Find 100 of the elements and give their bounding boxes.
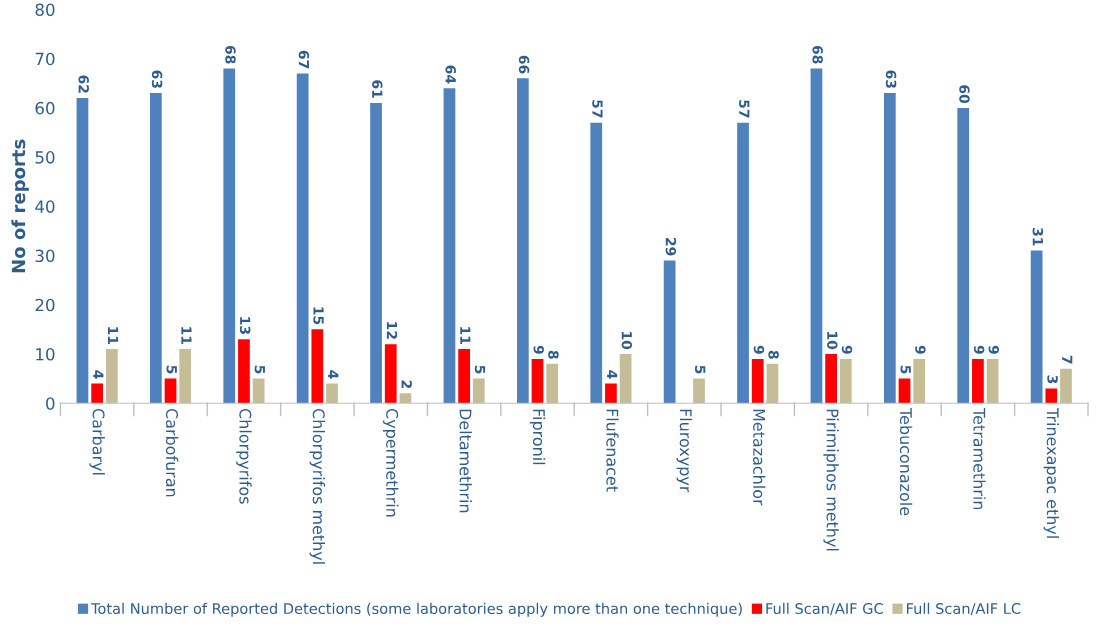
data-label: 4 xyxy=(328,370,339,379)
y-tick-label: 60 xyxy=(35,101,55,115)
data-label: 9 xyxy=(988,345,1000,354)
x-tick-label: Tetramethrin xyxy=(973,408,986,510)
bar xyxy=(370,102,382,404)
data-label: 2 xyxy=(401,380,412,388)
bar xyxy=(1045,388,1058,404)
y-tick-label: 70 xyxy=(35,52,55,66)
bar xyxy=(531,358,544,404)
y-tick-label: 50 xyxy=(35,151,55,164)
data-label: 4 xyxy=(93,370,104,379)
y-tick-label: 10 xyxy=(36,347,55,361)
data-label: 60 xyxy=(959,85,970,104)
data-label: 7 xyxy=(1062,355,1073,364)
bar xyxy=(516,78,529,404)
data-label: 5 xyxy=(900,365,911,374)
y-tick-label: 40 xyxy=(35,200,55,213)
bar xyxy=(751,358,764,404)
bar xyxy=(1030,250,1043,404)
data-label: 67 xyxy=(298,50,310,69)
data-label: 8 xyxy=(768,350,779,359)
data-label: 9 xyxy=(841,345,853,354)
x-tick-label: Tebuconazole xyxy=(899,408,913,516)
x-tick-label: Carbofuran xyxy=(165,408,179,497)
y-tick-label: 0 xyxy=(46,397,55,410)
data-label: 9 xyxy=(753,345,765,354)
bar xyxy=(590,122,603,404)
data-label: 8 xyxy=(548,350,559,359)
data-label: 66 xyxy=(518,55,530,74)
bar xyxy=(326,383,338,404)
bar xyxy=(986,358,999,404)
data-label: 61 xyxy=(372,80,383,98)
bar xyxy=(619,353,632,404)
data-label: 11 xyxy=(107,327,119,344)
data-label: 63 xyxy=(885,70,897,88)
x-tick-label: Fluroxypyr xyxy=(676,409,693,493)
bar xyxy=(238,339,250,404)
data-label: 10 xyxy=(827,332,838,350)
bar xyxy=(458,349,470,404)
data-label: 13 xyxy=(239,317,251,334)
data-label: 9 xyxy=(973,345,985,354)
data-label: 31 xyxy=(1032,228,1044,246)
y-tick-label: 80 xyxy=(35,3,55,17)
data-label: 12 xyxy=(386,322,398,339)
data-label: 5 xyxy=(166,365,177,374)
bar xyxy=(252,378,265,404)
y-tick-label: 20 xyxy=(35,298,55,312)
bar xyxy=(384,344,397,404)
data-label: 5 xyxy=(474,365,486,374)
bar xyxy=(223,68,236,404)
data-label: 64 xyxy=(445,65,456,84)
x-tick-label: Trinexapac ethyl xyxy=(1043,408,1060,538)
bar xyxy=(472,378,485,404)
bar xyxy=(1060,368,1072,404)
x-tick-label: Pirimiphos methyl xyxy=(823,409,839,551)
bar xyxy=(296,73,309,404)
bar xyxy=(839,358,852,404)
legend-label: Total Number of Reported Detections (some laboratories apply more than one technique) xyxy=(91,602,742,617)
bar xyxy=(766,363,779,404)
y-tick-label: 30 xyxy=(35,249,55,263)
data-label: 62 xyxy=(78,75,89,93)
bar xyxy=(663,260,676,404)
data-label: 9 xyxy=(915,345,926,354)
bar xyxy=(546,363,559,404)
bar xyxy=(737,122,749,404)
x-tick-label: Metazachlor xyxy=(753,409,766,506)
x-tick-label: Chlorpyrifos methyl xyxy=(309,408,326,564)
bar xyxy=(957,107,970,404)
data-label: 5 xyxy=(694,365,706,374)
bar xyxy=(693,378,705,404)
data-label: 63 xyxy=(151,70,163,88)
x-tick-label: Fipronil xyxy=(529,409,546,465)
bar xyxy=(605,383,617,404)
data-label: 3 xyxy=(1047,375,1058,384)
bar xyxy=(972,358,984,404)
legend-label: Full Scan/AIF GC xyxy=(766,602,883,616)
data-label: 9 xyxy=(533,345,544,354)
data-label: 68 xyxy=(812,45,823,64)
data-label: 57 xyxy=(592,100,603,118)
bar xyxy=(399,393,412,404)
bar xyxy=(913,358,926,404)
data-label: 11 xyxy=(181,327,192,344)
bar xyxy=(105,349,118,404)
bar xyxy=(179,349,192,404)
bar xyxy=(825,353,837,404)
x-tick-label: Chlorpyrifos xyxy=(236,408,252,504)
bar xyxy=(311,329,324,404)
legend-label: Full Scan/AIF LC xyxy=(906,602,1021,616)
x-tick-label: Carbaryl xyxy=(89,408,105,475)
data-label: 29 xyxy=(665,238,677,256)
bar xyxy=(76,98,89,404)
data-label: 10 xyxy=(621,332,633,350)
x-tick-label: Deltamethrin xyxy=(459,409,472,513)
data-label: 15 xyxy=(313,307,324,325)
bar xyxy=(810,68,823,404)
bar xyxy=(883,93,896,404)
y-axis-title: No of reports xyxy=(11,139,29,273)
bar xyxy=(164,378,177,404)
data-label: 11 xyxy=(460,327,471,344)
bar xyxy=(149,93,162,404)
